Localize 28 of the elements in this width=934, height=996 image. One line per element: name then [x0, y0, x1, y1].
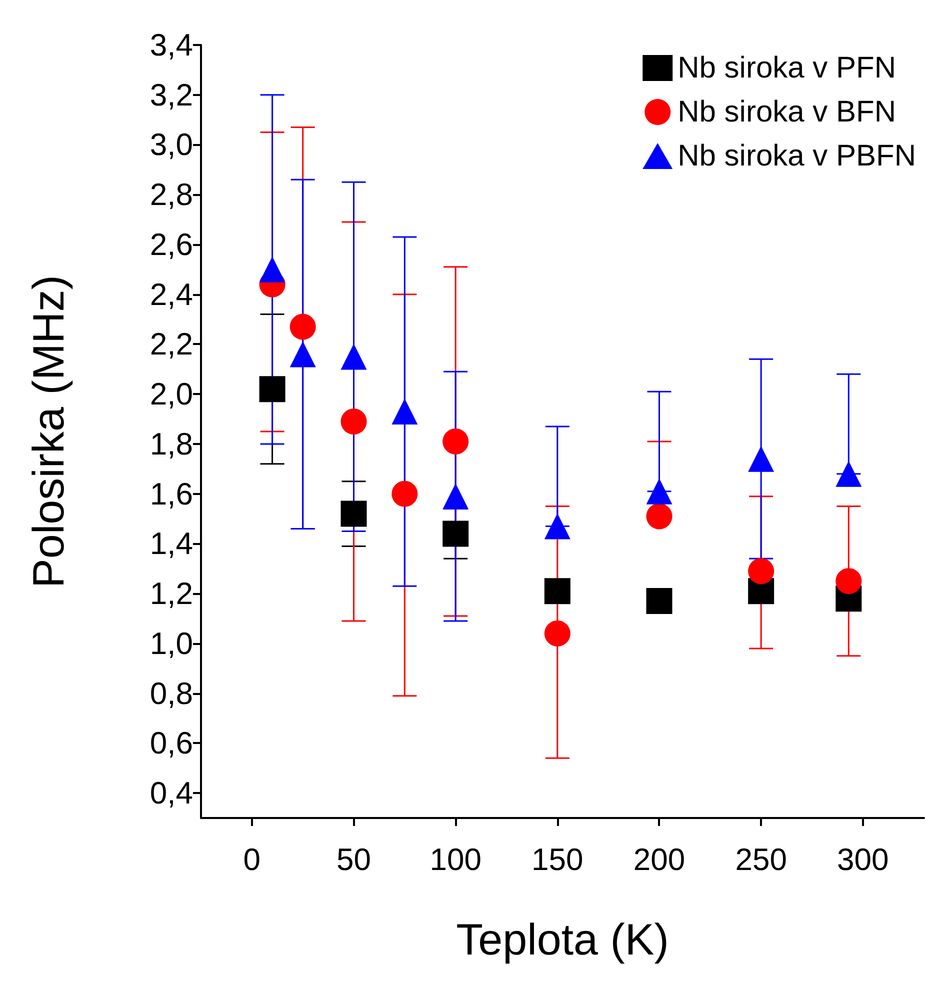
y-tick-label: 2,0 — [150, 376, 193, 412]
y-tick-label: 0,4 — [150, 776, 193, 811]
y-tick-label: 0,6 — [150, 726, 193, 761]
y-tick-label: 0,8 — [150, 676, 193, 711]
legend-label: Nb siroka v BFN — [678, 96, 896, 128]
y-tick-label: 3,2 — [150, 77, 193, 112]
x-tick-label: 150 — [532, 842, 584, 877]
y-tick-label: 2,2 — [150, 326, 193, 362]
x-tick-label: 50 — [336, 842, 371, 877]
y-tick-label: 3,0 — [150, 127, 193, 162]
legend-label: Nb siroka v PFN — [678, 52, 896, 84]
y-tick-label: 3,4 — [150, 28, 193, 62]
y-tick-label: 2,6 — [150, 226, 193, 262]
x-tick-label: 300 — [837, 842, 889, 877]
y-axis-title: Polosirka (MHz) — [24, 275, 74, 588]
x-tick-label: 250 — [735, 842, 787, 877]
y-tick-label: 2,4 — [150, 276, 193, 312]
legend-label: Nb siroka v PBFN — [678, 140, 916, 172]
x-axis-title: Teplota (K) — [456, 916, 669, 964]
y-tick-label: 2,8 — [150, 177, 193, 212]
x-tick-label: 100 — [430, 842, 482, 877]
y-tick-label: 1,8 — [150, 426, 193, 462]
x-tick-label: 200 — [633, 842, 686, 877]
y-tick-label: 1,4 — [150, 526, 193, 562]
x-tick-label: 0 — [243, 842, 261, 877]
y-tick-label: 1,6 — [150, 476, 193, 512]
y-tick-label: 1,2 — [150, 576, 193, 612]
y-tick-label: 1,0 — [150, 626, 193, 661]
